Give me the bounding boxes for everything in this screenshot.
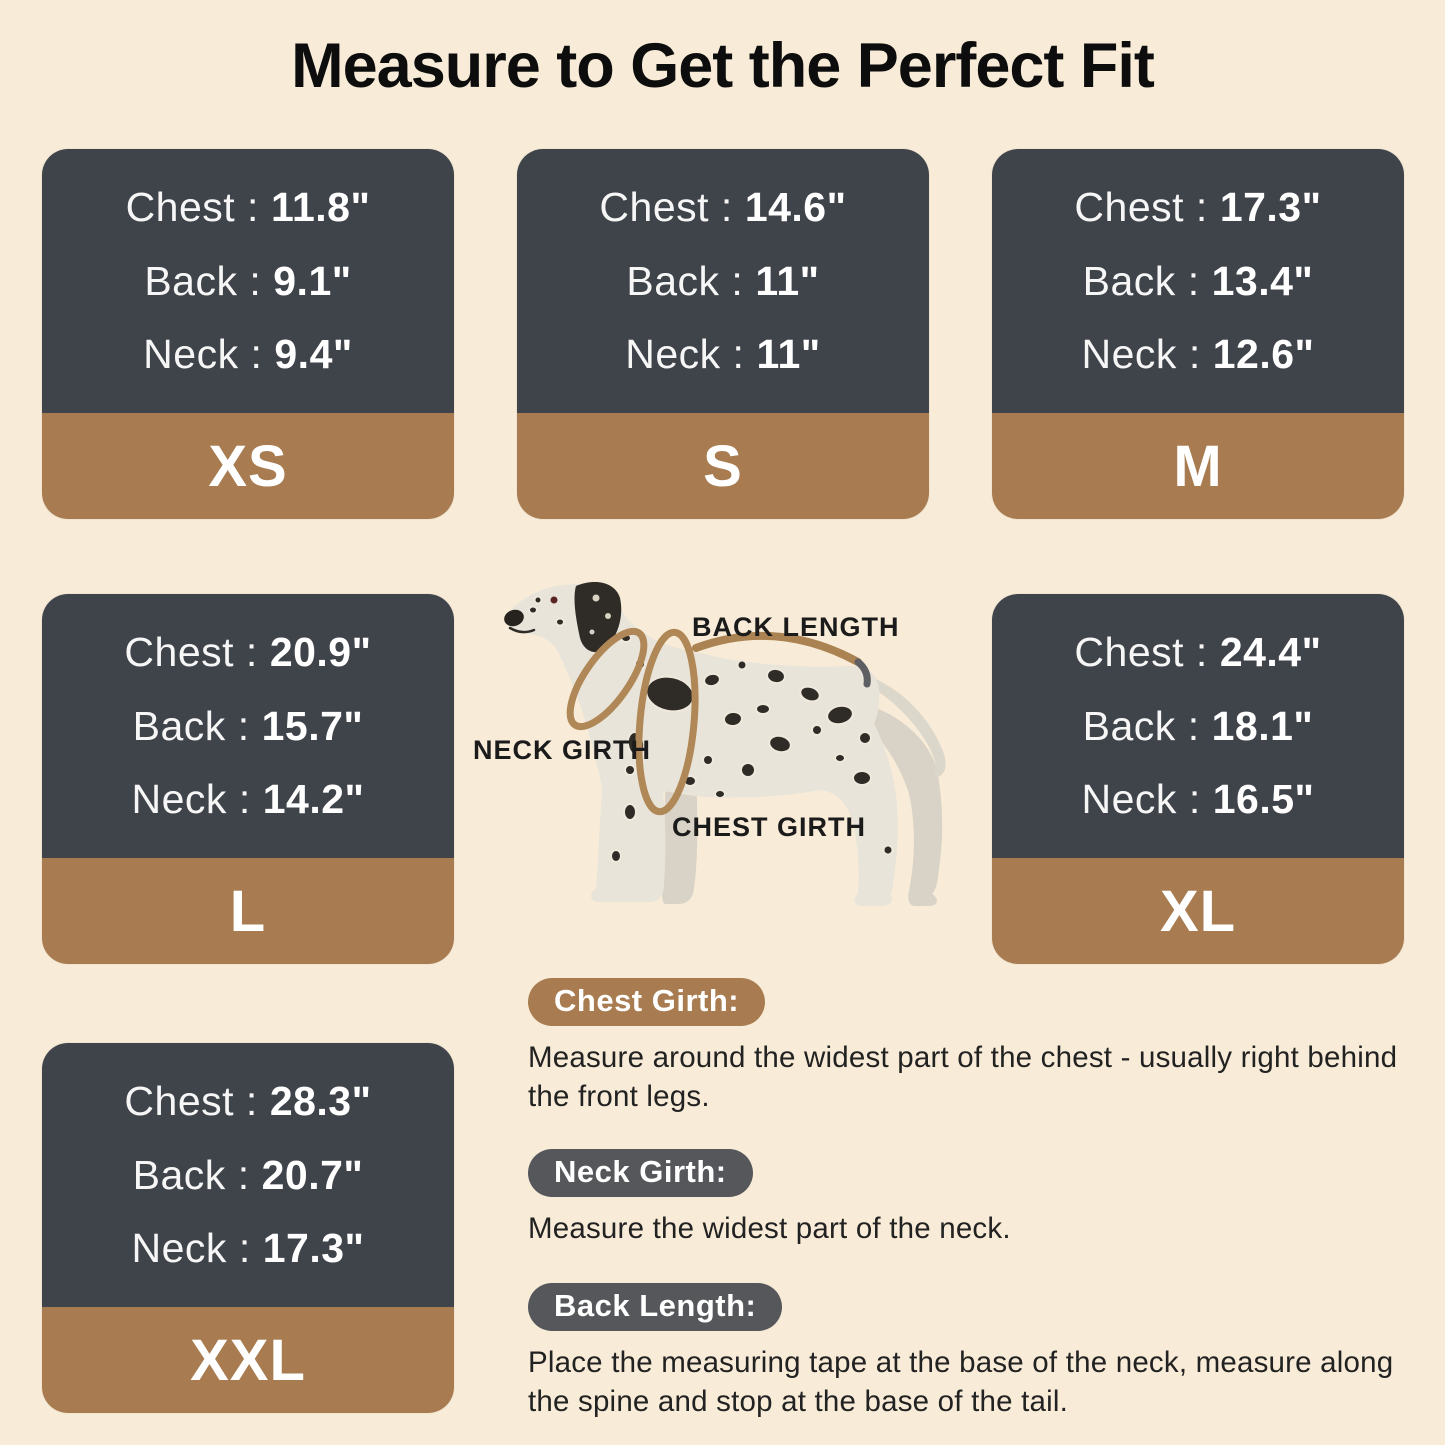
neck-girth-ring: [566, 627, 648, 731]
measurement-label: Back :: [626, 257, 744, 304]
chest-girth-heading-pill: Chest Girth:: [528, 978, 766, 1026]
measurement-value: 14.6": [744, 183, 847, 230]
card-measurements: Chest :17.3" Back :13.4" Neck :12.6": [992, 149, 1404, 413]
measurement-label: Back :: [1082, 702, 1200, 749]
measurement-row: Chest :24.4": [1074, 629, 1321, 676]
measurement-row: Chest :14.6": [599, 184, 846, 231]
measurement-row: Back :9.1": [144, 258, 351, 305]
measurement-value: 17.3": [1219, 183, 1322, 230]
size-card-xl: Chest :24.4" Back :18.1" Neck :16.5" XL: [992, 594, 1404, 964]
card-measurements: Chest :28.3" Back :20.7" Neck :17.3": [42, 1043, 454, 1307]
neck-girth-description: Measure the widest part of the neck.: [528, 1212, 1011, 1245]
measurement-value: 9.1": [273, 257, 352, 304]
back-length-arc: [692, 631, 862, 666]
measurement-row: Neck :17.3": [132, 1225, 365, 1272]
measurement-row: Back :18.1": [1083, 703, 1314, 750]
dog-ear: [574, 582, 622, 653]
measurement-label: Neck :: [143, 331, 263, 378]
size-label: M: [992, 413, 1404, 519]
measurement-value: 16.5": [1212, 776, 1315, 823]
neck-girth-heading-pill: Neck Girth:: [528, 1149, 753, 1197]
measurement-row: Neck :9.4": [143, 331, 353, 378]
size-label: XXL: [42, 1307, 454, 1413]
measurement-value: 13.4": [1211, 257, 1314, 304]
back-length-label: BACK LENGTH: [692, 612, 900, 642]
measurement-row: Back :15.7": [133, 703, 364, 750]
size-card-l: Chest :20.9" Back :15.7" Neck :14.2" L: [42, 594, 454, 964]
measurement-label: Neck :: [131, 1225, 251, 1272]
measurement-value: 24.4": [1219, 628, 1322, 675]
measurement-label: Chest :: [124, 628, 258, 675]
measurement-row: Chest :20.9": [124, 629, 371, 676]
size-card-s: Chest :14.6" Back :11" Neck :11" S: [517, 149, 929, 519]
measurement-label: Neck :: [1081, 331, 1201, 378]
measurement-label: Chest :: [125, 183, 259, 230]
measurement-row: Chest :17.3": [1074, 184, 1321, 231]
instruction-neck-girth: Neck Girth: Measure the widest part of t…: [528, 1149, 1433, 1249]
neck-girth-label: NECK GIRTH: [473, 735, 651, 765]
measurement-value: 9.4": [274, 331, 353, 378]
measurement-row: Chest :28.3": [124, 1078, 371, 1125]
measurement-value: 12.6": [1212, 331, 1315, 378]
measurement-value: 14.2": [262, 776, 365, 823]
size-label: XS: [42, 413, 454, 519]
measurement-label: Back :: [132, 1151, 250, 1198]
measurement-row: Back :20.7": [133, 1152, 364, 1199]
dalmatian-dog-illustration: [504, 582, 946, 906]
measurement-row: Back :11": [626, 258, 819, 305]
dog-eye: [550, 596, 558, 604]
measurement-value: 20.7": [261, 1151, 364, 1198]
instruction-back-length: Back Length: Place the measuring tape at…: [528, 1283, 1433, 1422]
measurement-value: 15.7": [261, 702, 364, 749]
size-label: S: [517, 413, 929, 519]
back-length-heading-pill: Back Length:: [528, 1283, 783, 1331]
card-measurements: Chest :24.4" Back :18.1" Neck :16.5": [992, 594, 1404, 858]
measurement-value: 18.1": [1211, 702, 1314, 749]
measurement-row: Neck :14.2": [132, 776, 365, 823]
size-card-xs: Chest :11.8" Back :9.1" Neck :9.4" XS: [42, 149, 454, 519]
measurement-label: Chest :: [124, 1077, 258, 1124]
chest-girth-ring: [635, 628, 699, 816]
measurement-label: Neck :: [1081, 776, 1201, 823]
size-label: L: [42, 858, 454, 964]
measurement-label: Chest :: [1074, 183, 1208, 230]
chest-girth-label: CHEST GIRTH: [672, 812, 867, 842]
instruction-chest-girth: Chest Girth: Measure around the widest p…: [528, 978, 1433, 1117]
measurement-label: Back :: [132, 702, 250, 749]
size-label: XL: [992, 858, 1404, 964]
dog-nose: [504, 609, 524, 627]
page-title: Measure to Get the Perfect Fit: [291, 31, 1155, 101]
measurement-row: Neck :12.6": [1082, 331, 1315, 378]
chest-girth-description: Measure around the widest part of the ch…: [528, 1041, 1398, 1113]
card-measurements: Chest :11.8" Back :9.1" Neck :9.4": [42, 149, 454, 413]
measurement-row: Back :13.4": [1083, 258, 1314, 305]
measurement-value: 11.8": [270, 183, 371, 230]
measurement-label: Neck :: [131, 776, 251, 823]
size-card-m: Chest :17.3" Back :13.4" Neck :12.6" M: [992, 149, 1404, 519]
measurement-row: Neck :11": [625, 331, 820, 378]
size-card-xxl: Chest :28.3" Back :20.7" Neck :17.3" XXL: [42, 1043, 454, 1413]
measurement-label: Neck :: [625, 331, 745, 378]
measurement-label: Back :: [1082, 257, 1200, 304]
measurement-label: Chest :: [1074, 628, 1208, 675]
measurement-value: 11": [755, 257, 820, 304]
measurement-label: Back :: [144, 257, 262, 304]
measurement-row: Neck :16.5": [1082, 776, 1315, 823]
measurement-value: 20.9": [269, 628, 372, 675]
card-measurements: Chest :14.6" Back :11" Neck :11": [517, 149, 929, 413]
measurement-value: 28.3": [269, 1077, 372, 1124]
measurement-value: 17.3": [262, 1225, 365, 1272]
measurement-value: 11": [756, 331, 821, 378]
card-measurements: Chest :20.9" Back :15.7" Neck :14.2": [42, 594, 454, 858]
back-length-description: Place the measuring tape at the base of …: [528, 1346, 1394, 1418]
measurement-row: Chest :11.8": [126, 184, 371, 231]
measurement-label: Chest :: [599, 183, 733, 230]
